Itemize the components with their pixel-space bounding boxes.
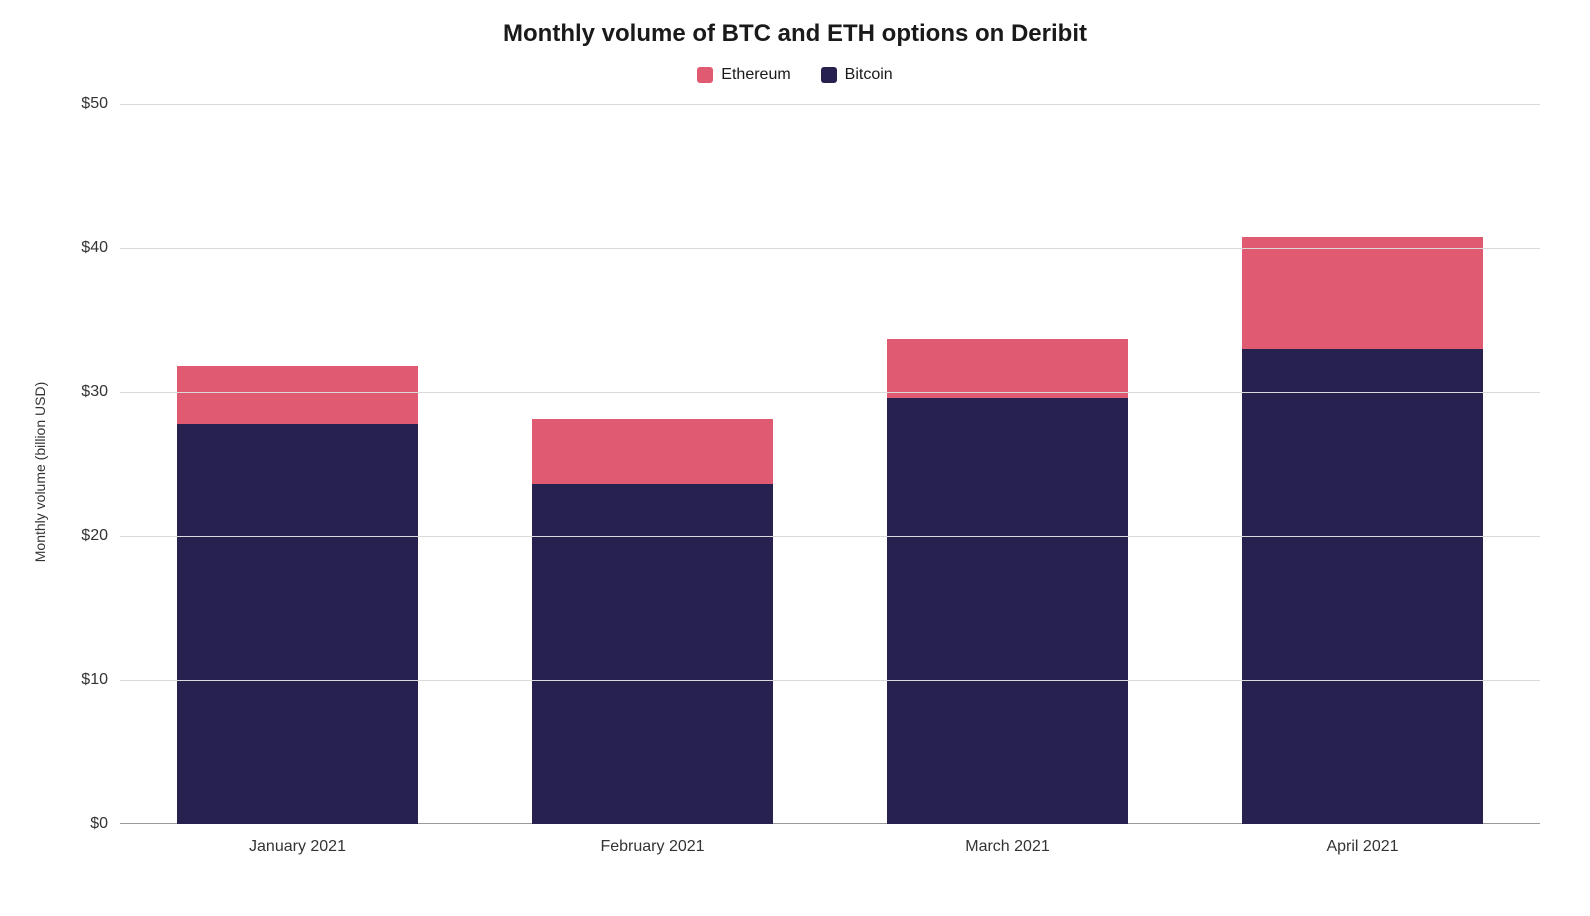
y-tick-label: $0 bbox=[90, 815, 108, 833]
bar-segment-ethereum bbox=[177, 366, 418, 424]
bar-segment-bitcoin bbox=[177, 424, 418, 824]
plot-area: Monthly volume (billion USD) January 202… bbox=[120, 104, 1540, 824]
legend-label-bitcoin: Bitcoin bbox=[845, 66, 893, 84]
bar-slot: February 2021 bbox=[475, 104, 830, 824]
legend: Ethereum Bitcoin bbox=[20, 66, 1570, 84]
chart-container: Monthly volume of BTC and ETH options on… bbox=[20, 20, 1570, 896]
bars-wrap: January 2021February 2021March 2021April… bbox=[120, 104, 1540, 824]
bar bbox=[532, 419, 773, 824]
y-tick-label: $40 bbox=[81, 239, 108, 257]
x-tick-label: February 2021 bbox=[600, 838, 704, 856]
bar-segment-ethereum bbox=[887, 339, 1128, 398]
legend-swatch-ethereum bbox=[697, 67, 713, 83]
bar-slot: April 2021 bbox=[1185, 104, 1540, 824]
bar-segment-ethereum bbox=[1242, 237, 1483, 349]
bar-segment-ethereum bbox=[532, 419, 773, 484]
legend-label-ethereum: Ethereum bbox=[721, 66, 790, 84]
x-tick-label: January 2021 bbox=[249, 838, 346, 856]
grid-line bbox=[120, 680, 1540, 681]
y-tick-label: $10 bbox=[81, 671, 108, 689]
x-tick-label: March 2021 bbox=[965, 838, 1050, 856]
y-tick-label: $20 bbox=[81, 527, 108, 545]
grid-line bbox=[120, 104, 1540, 105]
legend-item-bitcoin: Bitcoin bbox=[821, 66, 893, 84]
legend-swatch-bitcoin bbox=[821, 67, 837, 83]
grid-line bbox=[120, 536, 1540, 537]
bar-segment-bitcoin bbox=[887, 398, 1128, 824]
x-tick-label: April 2021 bbox=[1326, 838, 1398, 856]
grid-line bbox=[120, 392, 1540, 393]
chart-title: Monthly volume of BTC and ETH options on… bbox=[20, 20, 1570, 48]
grid-line bbox=[120, 248, 1540, 249]
y-axis-label: Monthly volume (billion USD) bbox=[32, 382, 48, 563]
bar-segment-bitcoin bbox=[1242, 349, 1483, 824]
bar bbox=[887, 339, 1128, 824]
bar-slot: March 2021 bbox=[830, 104, 1185, 824]
y-tick-label: $30 bbox=[81, 383, 108, 401]
bar bbox=[1242, 237, 1483, 825]
y-tick-label: $50 bbox=[81, 95, 108, 113]
bar-slot: January 2021 bbox=[120, 104, 475, 824]
legend-item-ethereum: Ethereum bbox=[697, 66, 790, 84]
bar bbox=[177, 366, 418, 824]
